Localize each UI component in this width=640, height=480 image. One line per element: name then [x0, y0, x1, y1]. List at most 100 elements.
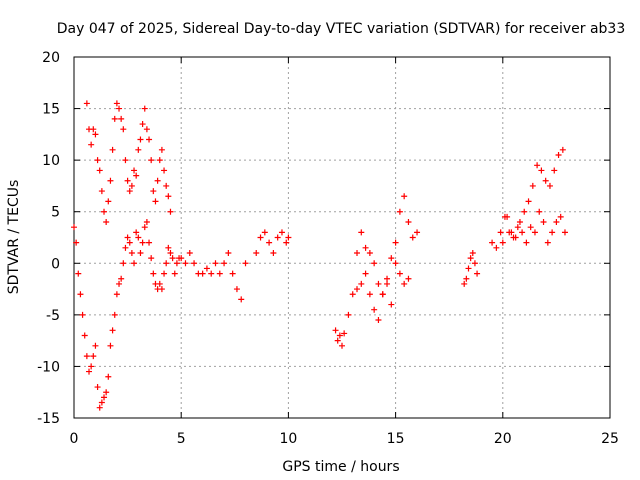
data-point	[384, 280, 391, 287]
data-point	[529, 182, 536, 189]
data-point	[96, 404, 103, 411]
data-point	[274, 234, 281, 241]
y-tick-label: -15	[37, 411, 60, 427]
data-point	[257, 234, 264, 241]
x-axis-label: GPS time / hours	[282, 459, 399, 475]
data-point	[542, 177, 549, 184]
data-point	[497, 229, 504, 236]
data-point	[388, 255, 395, 262]
data-point	[461, 280, 468, 287]
data-point	[77, 291, 84, 298]
data-point	[156, 157, 163, 164]
data-point	[116, 105, 123, 112]
data-point	[341, 330, 348, 337]
data-point	[186, 249, 193, 256]
data-point	[146, 239, 153, 246]
data-point	[375, 280, 382, 287]
data-point	[83, 100, 90, 107]
data-point	[150, 188, 157, 195]
data-point	[233, 286, 240, 293]
data-point	[161, 270, 168, 277]
data-point	[371, 306, 378, 313]
data-point	[120, 126, 127, 133]
data-point	[109, 327, 116, 334]
data-point	[221, 260, 228, 267]
data-point	[349, 291, 356, 298]
data-point	[75, 270, 82, 277]
data-point	[216, 270, 223, 277]
data-point	[146, 136, 153, 143]
data-point	[474, 270, 481, 277]
data-point	[508, 229, 515, 236]
data-point	[538, 167, 545, 174]
data-point	[358, 280, 365, 287]
data-point	[165, 244, 172, 251]
data-point	[388, 301, 395, 308]
data-point	[471, 260, 478, 267]
data-point	[405, 275, 412, 282]
data-point	[523, 239, 530, 246]
data-point	[212, 260, 219, 267]
data-point	[152, 198, 159, 205]
y-tick-label: 20	[42, 50, 60, 66]
data-point	[107, 177, 114, 184]
data-point	[86, 368, 93, 375]
x-tick-label: 5	[177, 431, 186, 447]
data-point	[531, 229, 538, 236]
data-point	[396, 208, 403, 215]
data-point	[113, 100, 120, 107]
data-point	[512, 234, 519, 241]
data-point	[148, 157, 155, 164]
data-point	[238, 296, 245, 303]
data-point	[278, 229, 285, 236]
data-point	[334, 337, 341, 344]
y-tick-label: 0	[51, 256, 60, 272]
data-point	[73, 239, 80, 246]
data-point	[126, 188, 133, 195]
data-point	[191, 260, 198, 267]
data-point	[178, 255, 185, 262]
data-point	[96, 167, 103, 174]
plot-frame	[73, 56, 611, 419]
data-point	[401, 280, 408, 287]
data-point	[109, 146, 116, 153]
data-point	[409, 234, 416, 241]
data-point	[150, 270, 157, 277]
data-point	[83, 353, 90, 360]
data-point	[546, 182, 553, 189]
data-point	[101, 208, 108, 215]
data-point	[98, 188, 105, 195]
data-point	[266, 239, 273, 246]
data-point	[544, 239, 551, 246]
data-point	[118, 275, 125, 282]
data-point	[94, 384, 101, 391]
data-point	[135, 234, 142, 241]
data-point	[158, 146, 165, 153]
data-point	[521, 208, 528, 215]
data-point	[525, 198, 532, 205]
data-point	[225, 249, 232, 256]
data-point	[165, 193, 172, 200]
data-point	[139, 239, 146, 246]
data-point	[536, 208, 543, 215]
data-point	[555, 151, 562, 158]
data-point	[94, 157, 101, 164]
data-point	[137, 136, 144, 143]
data-point	[92, 342, 99, 349]
data-point	[141, 224, 148, 231]
data-point	[143, 219, 150, 226]
data-point	[101, 394, 108, 401]
data-point	[375, 317, 382, 324]
data-point	[283, 239, 290, 246]
data-point	[167, 249, 174, 256]
y-tick-label: -5	[46, 308, 60, 324]
data-point	[469, 249, 476, 256]
data-point	[392, 239, 399, 246]
y-tick-label: 15	[42, 102, 60, 118]
data-point	[384, 275, 391, 282]
data-point	[199, 270, 206, 277]
x-tick-label: 25	[601, 431, 619, 447]
data-point	[336, 332, 343, 339]
data-point	[88, 141, 95, 148]
data-point	[167, 208, 174, 215]
